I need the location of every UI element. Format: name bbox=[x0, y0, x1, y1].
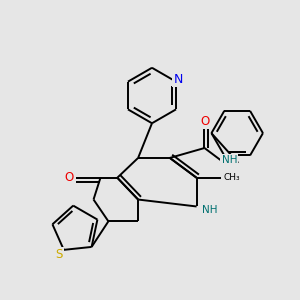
Text: NH: NH bbox=[202, 206, 217, 215]
Text: O: O bbox=[201, 115, 210, 128]
Text: CH₃: CH₃ bbox=[223, 173, 240, 182]
Text: O: O bbox=[64, 171, 74, 184]
Text: S: S bbox=[55, 248, 62, 261]
Text: N: N bbox=[173, 73, 183, 86]
Text: NH: NH bbox=[221, 155, 237, 165]
